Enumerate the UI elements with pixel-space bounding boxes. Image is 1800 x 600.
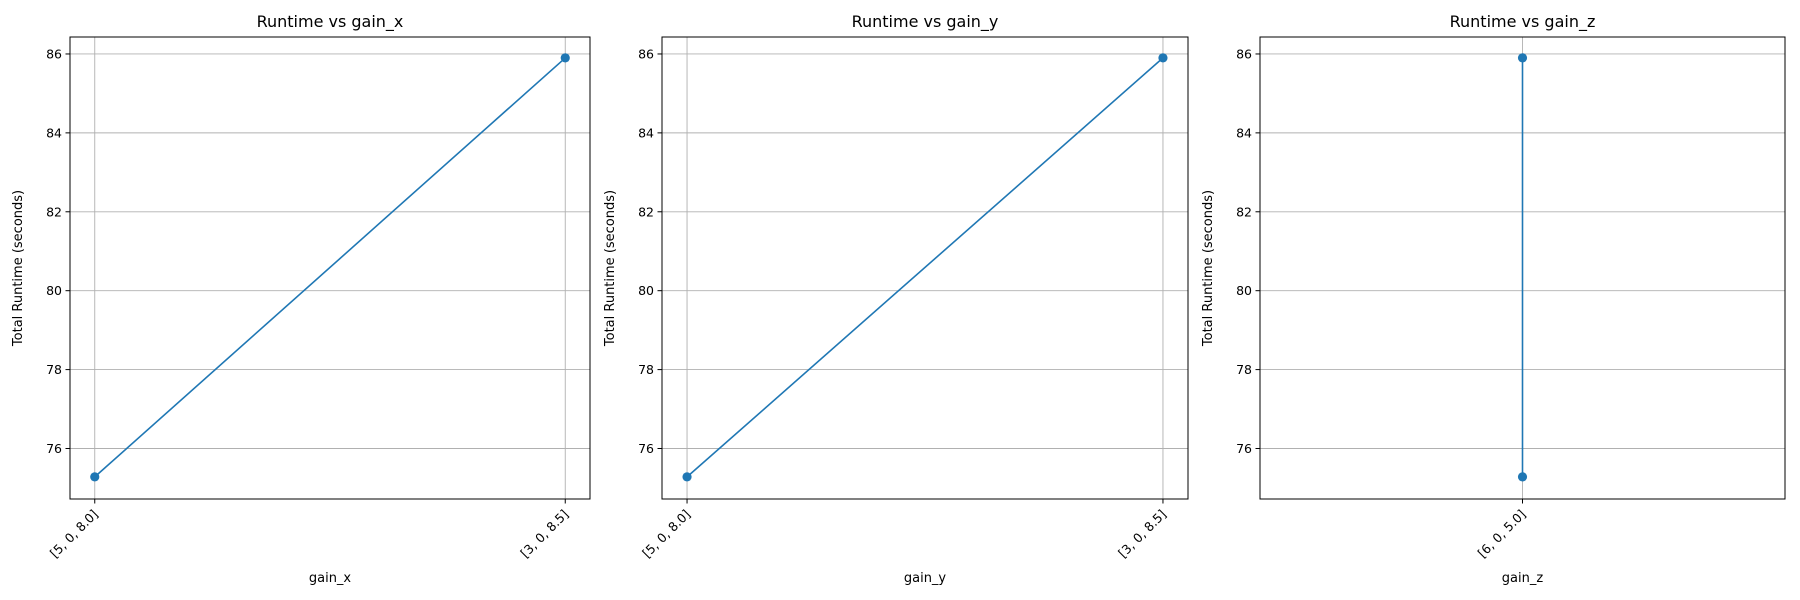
y-tick-label: 80: [1236, 283, 1252, 298]
data-point: [90, 472, 100, 482]
series-line: [686, 57, 1164, 478]
y-tick-label: 76: [1236, 441, 1252, 456]
y-tick-label: 86: [46, 46, 62, 61]
y-tick-label: 78: [46, 362, 62, 377]
chart-title: Runtime vs gain_z: [1450, 12, 1596, 32]
x-axis-label: gain_x: [309, 571, 352, 586]
data-point: [682, 472, 692, 482]
chart-panel-2: 76 78 80 82 84 86 [5, 0, 8.0] [3, 0, 8.5] Runtim…: [603, 12, 1189, 586]
y-tick-label: 80: [46, 283, 62, 298]
series-line: [94, 57, 566, 478]
data-point: [1517, 472, 1528, 482]
y-axis-label: Total Runtime (seconds): [11, 190, 26, 347]
y-tick-label: 84: [1236, 125, 1252, 140]
y-axis-label: Total Runtime (seconds): [1201, 190, 1216, 347]
x-axis-label: gain_z: [1502, 571, 1544, 586]
data-point: [560, 53, 570, 63]
x-axis-label: gain_y: [904, 571, 947, 586]
data-point: [1517, 53, 1528, 63]
y-tick-label: 82: [1236, 204, 1252, 219]
axes-frame: [661, 36, 1189, 500]
x-tick-label: [5, 0, 8.0]: [47, 507, 101, 561]
y-tick-label: 82: [638, 204, 654, 219]
x-tick-label: [3, 0, 8.5]: [1115, 507, 1169, 561]
x-tick-label: [6, 0, 5.0]: [1475, 507, 1529, 561]
chart-title: Runtime vs gain_x: [257, 12, 404, 32]
y-tick-label: 76: [46, 441, 62, 456]
x-tick-label: [3, 0, 8.5]: [517, 507, 571, 561]
y-tick-label: 78: [1236, 362, 1252, 377]
y-tick-label: 84: [638, 125, 654, 140]
y-tick-label: 86: [638, 46, 654, 61]
y-tick-label: 80: [638, 283, 654, 298]
y-tick-label: 82: [46, 204, 62, 219]
data-point: [1158, 53, 1168, 63]
y-tick-label: 78: [638, 362, 654, 377]
y-axis-label: Total Runtime (seconds): [603, 190, 618, 347]
chart-title: Runtime vs gain_y: [852, 12, 999, 32]
x-tick-label: [5, 0, 8.0]: [639, 507, 693, 561]
chart-panel-1: 76 78 80 82 84 86 [5, 0, 8.0] [3, 0, 8.5] Runtim…: [11, 12, 591, 586]
y-tick-label: 86: [1236, 46, 1252, 61]
axes-frame: [69, 36, 591, 500]
y-tick-label: 84: [46, 125, 62, 140]
chart-panel-3: 76 78 80 82 84 86 [6, 0, 5.0] Runtime vs gain_z…: [1201, 12, 1786, 586]
y-tick-label: 76: [638, 441, 654, 456]
